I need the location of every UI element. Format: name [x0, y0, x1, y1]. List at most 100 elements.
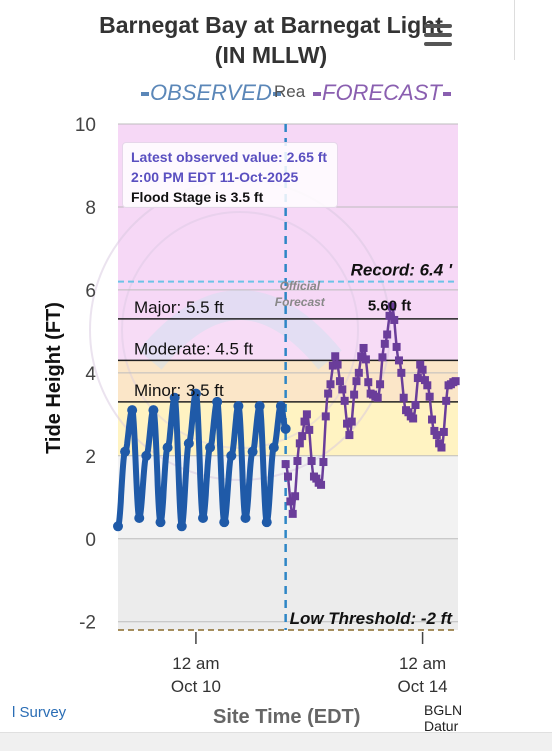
observed-point: [155, 517, 166, 528]
legend-forecast-label: FORECAST: [322, 80, 442, 105]
forecast-point: [326, 380, 335, 389]
forecast-point: [286, 497, 295, 506]
forecast-point: [345, 431, 354, 440]
forecast-point: [385, 311, 394, 320]
footer-bar: [0, 732, 552, 751]
latest-observed-value: Latest observed value: 2.65 ft: [131, 149, 328, 165]
forecast-point: [281, 460, 290, 469]
forecast-point: [411, 400, 420, 409]
legend-forecast[interactable]: FORECAST: [312, 80, 452, 106]
x-tick-label-0-line2: Oct 10: [171, 677, 221, 696]
forecast-point: [418, 365, 427, 374]
y-tick-label: 2: [85, 447, 96, 468]
forecast-point: [397, 368, 406, 377]
forecast-point: [291, 492, 300, 501]
forecast-point: [364, 378, 373, 387]
threshold-label-low-threshold: Low Threshold: -2 ft: [290, 609, 454, 628]
forecast-point: [432, 431, 441, 440]
forecast-point: [319, 458, 328, 467]
forecast-point: [295, 439, 304, 448]
observed-point: [169, 392, 180, 403]
legend-forecast-swatch: [313, 92, 321, 97]
flood-stage-note: Flood Stage is 3.5 ft: [131, 189, 264, 205]
latest-observation-tooltip: Latest observed value: 2.65 ft 2:00 PM E…: [122, 142, 338, 208]
y-tick-label: 10: [75, 115, 96, 136]
annotation-1-line-0: Official: [280, 279, 321, 293]
y-axis-title: Tide Height (FT): [43, 302, 65, 454]
forecast-point: [284, 472, 292, 481]
forecast-point: [394, 356, 403, 365]
forecast-point: [428, 415, 437, 424]
observed-point: [275, 401, 286, 412]
forecast-point: [354, 368, 363, 377]
panel-divider: [514, 0, 515, 60]
legend-observed-swatch: [141, 92, 149, 97]
observed-point: [247, 446, 258, 457]
observed-point: [280, 423, 291, 434]
observed-point: [162, 442, 173, 453]
observed-point: [127, 405, 138, 416]
observed-point: [120, 446, 131, 457]
forecast-point: [324, 389, 333, 398]
observed-point: [113, 521, 123, 532]
observed-point: [176, 521, 187, 532]
forecast-point: [399, 393, 408, 402]
legend-real[interactable]: Rea: [274, 82, 306, 101]
x-axis-title: Site Time (EDT): [213, 706, 361, 728]
datum-label-line1: BGLN: [424, 702, 463, 718]
latest-observed-time: 2:00 PM EDT 11-Oct-2025: [131, 169, 299, 185]
y-tick-label: 8: [85, 198, 96, 219]
forecast-point: [392, 342, 401, 351]
forecast-point: [437, 443, 446, 452]
forecast-point: [312, 474, 321, 483]
hamburger-menu-icon[interactable]: [420, 24, 456, 54]
observed-point: [261, 517, 272, 528]
forecast-point: [352, 377, 361, 386]
forecast-point: [293, 456, 302, 465]
forecast-point: [413, 374, 422, 383]
forecast-point: [305, 425, 314, 434]
legend-observed-label: OBSERVED: [150, 80, 272, 105]
legend-observed-swatch-end: [272, 92, 281, 97]
forecast-point: [380, 339, 389, 348]
chart-subtitle: (IN MLLW): [214, 42, 328, 68]
y-tick-label: 6: [85, 281, 96, 302]
legend-observed[interactable]: OBSERVED: [140, 80, 282, 106]
forecast-point: [338, 385, 347, 394]
observed-point: [240, 513, 251, 524]
band-low: [118, 538, 458, 630]
datum-label-line2: Datur: [424, 718, 459, 734]
threshold-label-moderate: Moderate: 4.5 ft: [134, 339, 253, 358]
forecast-point: [307, 456, 316, 465]
forecast-point: [378, 353, 387, 362]
forecast-point: [359, 343, 368, 352]
annotation-1-line-1: Forecast: [275, 295, 326, 309]
forecast-point: [387, 302, 396, 311]
forecast-point: [404, 408, 413, 417]
forecast-point: [347, 417, 356, 426]
forecast-point: [350, 390, 359, 399]
forecast-point: [300, 417, 309, 426]
forecast-point: [302, 410, 311, 419]
forecast-point: [373, 393, 382, 402]
annotation-0-line-0: 5.60 ft: [368, 298, 411, 315]
forecast-point: [376, 380, 385, 389]
forecast-point: [425, 392, 434, 401]
y-tick-label: 4: [85, 364, 96, 385]
forecast-point: [409, 414, 418, 423]
forecast-point: [298, 432, 307, 441]
observed-point: [226, 450, 237, 461]
threshold-label-record: Record: 6.4 ': [351, 261, 453, 280]
observed-point: [141, 450, 152, 461]
forecast-point: [340, 396, 349, 405]
observed-point: [148, 405, 159, 416]
chart-title: Barnegat Bay at Barnegat Light: [99, 12, 443, 38]
observed-point: [205, 442, 216, 453]
x-tick-label-0-line1: 12 am: [172, 654, 219, 673]
observed-point: [233, 401, 244, 412]
observed-point: [268, 442, 279, 453]
forecast-point: [357, 352, 366, 361]
forecast-point: [442, 396, 451, 405]
survey-link[interactable]: l Survey: [12, 704, 67, 721]
